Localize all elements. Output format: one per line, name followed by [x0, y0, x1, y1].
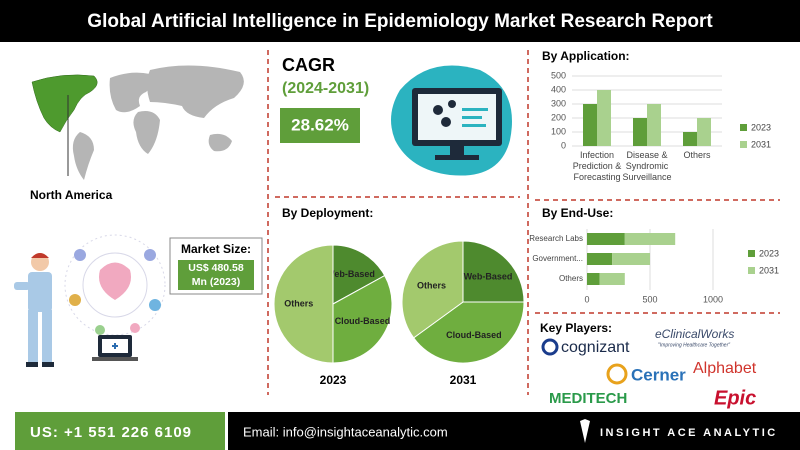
- legend-label: 2023: [759, 248, 779, 258]
- pie-slice: [332, 244, 386, 305]
- bar: [597, 90, 611, 146]
- network-illustration: [64, 234, 166, 361]
- logo-icon: [541, 338, 559, 356]
- footer-phone: US: +1 551 226 6109: [30, 424, 192, 441]
- footer-brand: INSIGHT ACE ANALYTIC: [600, 427, 778, 439]
- legend-swatch: [748, 250, 755, 257]
- y-tick-label: 400: [551, 84, 566, 94]
- key-players-title: Key Players:: [540, 321, 612, 335]
- legend-label: 2031: [759, 265, 779, 275]
- bar: [683, 132, 697, 146]
- slice-label: Cloud-Based: [335, 316, 391, 326]
- player-logo: Alphabet: [693, 360, 757, 377]
- legend-label: 2031: [751, 139, 771, 149]
- y-tick-label: 300: [551, 98, 566, 108]
- chart-title: By Application:: [542, 49, 630, 63]
- bar: [697, 118, 711, 146]
- x-tick-label: 500: [642, 294, 657, 304]
- slice-label: Web-Based: [464, 271, 513, 281]
- bar: [624, 233, 676, 245]
- pie-slice: [401, 240, 464, 339]
- cagr-label: CAGR: [282, 55, 335, 75]
- north-america: [31, 74, 98, 133]
- title: Global Artificial Intelligence in Epidem…: [87, 11, 713, 32]
- bar: [599, 273, 625, 285]
- y-tick-label: 200: [551, 112, 566, 122]
- footer-email: Email: info@insightaceanalytic.com: [243, 424, 448, 439]
- pie-slice: [462, 240, 525, 303]
- y-tick-label: Others: [559, 274, 583, 283]
- x-tick-label: Disease & Syndromic Surveillance: [622, 150, 672, 182]
- dividers: [267, 50, 780, 395]
- legend-swatch: [740, 124, 747, 131]
- logo-icon: [606, 363, 628, 385]
- slice-label: Cloud-Based: [446, 330, 502, 340]
- player-logo: Cerner: [631, 365, 686, 384]
- cagr-box: [280, 108, 360, 143]
- slice-label: Others: [284, 298, 313, 308]
- bar: [587, 233, 625, 245]
- header-bar: [0, 0, 800, 42]
- market-size-label: Market Size:: [181, 242, 251, 256]
- y-tick-label: 0: [561, 140, 566, 150]
- cagr-value: 28.62%: [291, 115, 349, 134]
- pie-year-label: 2023: [320, 373, 347, 387]
- pie-year-label: 2031: [450, 373, 477, 387]
- player-logo: eClinicalWorks: [655, 327, 734, 341]
- legend-swatch: [748, 267, 755, 274]
- footer-bar: [228, 412, 800, 450]
- pie-slice: [412, 301, 525, 364]
- bar: [612, 253, 650, 265]
- cagr-period: (2024-2031): [282, 80, 369, 97]
- footer-phone-box: [15, 412, 225, 450]
- slice-label: Others: [417, 280, 446, 290]
- x-tick-label: 0: [584, 294, 589, 304]
- y-tick-label: Government...: [532, 254, 583, 263]
- x-tick-label: Others: [683, 150, 711, 160]
- pie-slice: [332, 274, 393, 364]
- bar: [647, 104, 661, 146]
- pie-slice: [273, 244, 334, 364]
- market-size-value: Mn (2023): [192, 276, 240, 288]
- region-label: North America: [30, 188, 113, 202]
- legend-label: 2023: [751, 122, 771, 132]
- x-tick-label: 1000: [703, 294, 723, 304]
- world-map: [72, 65, 244, 180]
- x-tick-label: Infection Prediction & Forecasting: [572, 150, 622, 182]
- player-logo: cognizant: [561, 339, 630, 356]
- player-tagline: "Improving Healthcare Together": [658, 342, 730, 348]
- bar: [583, 104, 597, 146]
- monitor-illustration: [391, 65, 512, 176]
- legend-swatch: [740, 141, 747, 148]
- brand-icon: [580, 419, 590, 443]
- player-logo: Epic: [714, 387, 756, 409]
- y-tick-label: 100: [551, 126, 566, 136]
- market-size-value: US$ 480.58: [188, 262, 244, 274]
- doctor-illustration: [14, 253, 54, 367]
- chart-title: By Deployment:: [282, 206, 373, 220]
- chart-title: By End-Use:: [542, 206, 613, 220]
- y-tick-label: 500: [551, 70, 566, 80]
- bar: [587, 253, 613, 265]
- bar: [633, 118, 647, 146]
- y-tick-label: Research Labs: [529, 234, 583, 243]
- market-size-value-box: [178, 260, 254, 290]
- player-logo: MEDITECH: [549, 390, 627, 407]
- slice-label: Web-Based: [326, 269, 375, 279]
- bar: [587, 273, 600, 285]
